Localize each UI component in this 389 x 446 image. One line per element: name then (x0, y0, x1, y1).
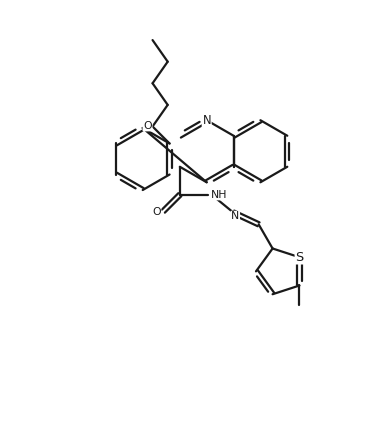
Text: N: N (231, 211, 239, 221)
Text: NH: NH (211, 190, 228, 200)
Text: S: S (295, 251, 303, 264)
Text: O: O (152, 207, 161, 217)
Text: N: N (202, 114, 211, 127)
Text: O: O (143, 121, 152, 131)
